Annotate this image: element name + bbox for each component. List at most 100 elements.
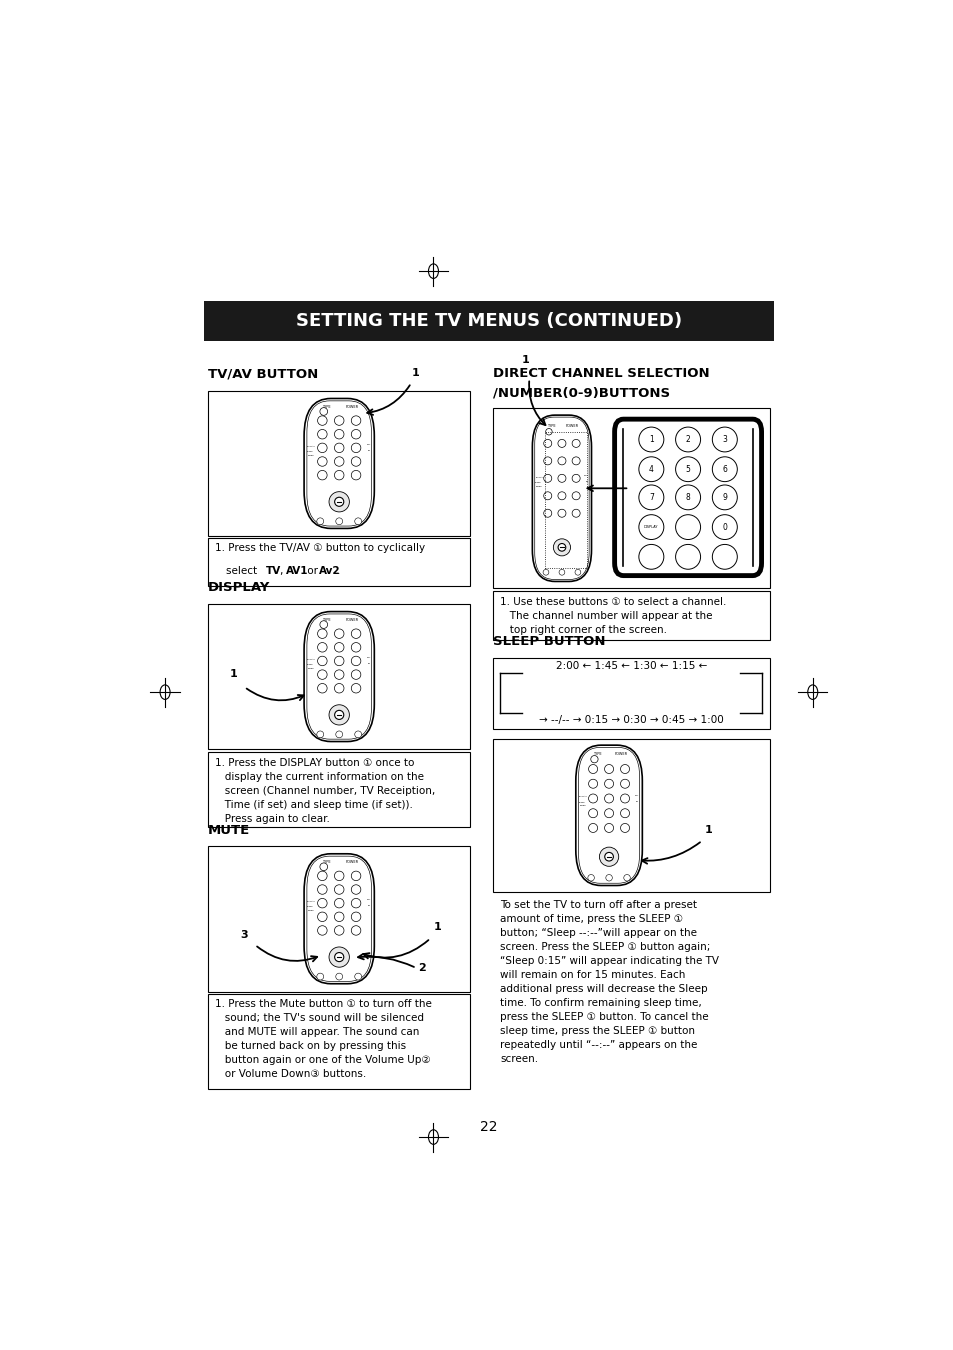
Text: 1: 1 (412, 367, 419, 378)
Text: DISPLAY


SLEEP

TIMER: DISPLAY SLEEP TIMER (307, 446, 315, 455)
Ellipse shape (558, 456, 565, 464)
Ellipse shape (351, 456, 360, 466)
Ellipse shape (355, 518, 361, 525)
Ellipse shape (712, 514, 737, 540)
Ellipse shape (575, 570, 580, 575)
Bar (492, 408, 769, 589)
Text: 1: 1 (704, 825, 712, 834)
Ellipse shape (598, 848, 618, 867)
Text: 1: 1 (521, 355, 529, 366)
Text: DIRECT CHANNEL SELECTION: DIRECT CHANNEL SELECTION (492, 367, 708, 381)
Text: 2: 2 (685, 435, 690, 444)
Ellipse shape (572, 509, 579, 517)
Ellipse shape (558, 544, 565, 551)
Ellipse shape (605, 875, 612, 882)
Text: POWER: POWER (345, 405, 358, 409)
Text: MUTE: MUTE (208, 824, 250, 837)
FancyBboxPatch shape (535, 417, 589, 579)
Text: VOL


CH: VOL CH (367, 657, 371, 670)
Ellipse shape (619, 764, 629, 774)
Ellipse shape (588, 779, 597, 788)
Ellipse shape (639, 427, 663, 452)
Text: VOL


CH: VOL CH (583, 475, 588, 489)
Ellipse shape (335, 683, 344, 693)
Ellipse shape (588, 824, 597, 833)
Ellipse shape (335, 656, 344, 666)
Ellipse shape (712, 485, 737, 510)
Ellipse shape (619, 779, 629, 788)
Text: TV/AV BUTTON: TV/AV BUTTON (208, 367, 318, 381)
Ellipse shape (317, 416, 327, 425)
Ellipse shape (351, 683, 360, 693)
Ellipse shape (317, 429, 327, 439)
FancyBboxPatch shape (304, 853, 374, 984)
Text: 6: 6 (721, 464, 726, 474)
Ellipse shape (619, 794, 629, 803)
Ellipse shape (675, 427, 700, 452)
Text: DISPLAY


SLEEP

TIMER: DISPLAY SLEEP TIMER (307, 659, 315, 668)
Ellipse shape (639, 514, 663, 540)
Ellipse shape (543, 509, 551, 517)
Ellipse shape (335, 629, 344, 639)
Text: 1. Press the TV/AV ① button to cyclically: 1. Press the TV/AV ① button to cyclicall… (215, 544, 425, 554)
Text: POWER: POWER (565, 424, 578, 428)
FancyBboxPatch shape (307, 401, 371, 526)
Ellipse shape (335, 443, 344, 452)
Ellipse shape (543, 439, 551, 447)
Ellipse shape (317, 683, 327, 693)
Ellipse shape (319, 863, 327, 871)
Text: POWER: POWER (345, 860, 358, 864)
Ellipse shape (604, 852, 613, 861)
Text: 1: 1 (648, 435, 653, 444)
Ellipse shape (639, 544, 663, 570)
Ellipse shape (335, 871, 344, 880)
Ellipse shape (355, 730, 361, 738)
Ellipse shape (604, 794, 613, 803)
Bar (208, 539, 470, 586)
Ellipse shape (335, 429, 344, 439)
Ellipse shape (572, 474, 579, 482)
Text: 7: 7 (648, 493, 653, 502)
Ellipse shape (619, 809, 629, 818)
Ellipse shape (675, 514, 700, 540)
Ellipse shape (639, 456, 663, 482)
Ellipse shape (335, 470, 344, 479)
Text: TYPE: TYPE (592, 752, 600, 756)
FancyBboxPatch shape (614, 418, 760, 575)
Ellipse shape (604, 824, 613, 833)
Ellipse shape (319, 408, 327, 416)
FancyBboxPatch shape (532, 414, 591, 582)
Ellipse shape (316, 973, 323, 980)
Text: → --/-- → 0:15 → 0:30 → 0:45 → 1:00: → --/-- → 0:15 → 0:30 → 0:45 → 1:00 (538, 716, 723, 725)
Ellipse shape (351, 643, 360, 652)
Ellipse shape (558, 491, 565, 500)
Ellipse shape (355, 973, 361, 980)
Text: TYPE: TYPE (322, 860, 331, 864)
Ellipse shape (543, 474, 551, 482)
FancyBboxPatch shape (304, 612, 374, 741)
Ellipse shape (572, 439, 579, 447)
Ellipse shape (639, 485, 663, 510)
Text: 1: 1 (434, 922, 441, 931)
Text: AV1: AV1 (285, 567, 308, 576)
Ellipse shape (558, 474, 565, 482)
FancyBboxPatch shape (304, 398, 374, 528)
Ellipse shape (351, 926, 360, 936)
Bar (545, 432, 586, 568)
Bar (208, 752, 470, 828)
Text: POWER: POWER (345, 618, 358, 622)
Ellipse shape (572, 491, 579, 500)
Ellipse shape (317, 443, 327, 452)
Ellipse shape (351, 429, 360, 439)
Text: 8: 8 (685, 493, 690, 502)
Text: select: select (226, 567, 260, 576)
Ellipse shape (604, 809, 613, 818)
Ellipse shape (675, 485, 700, 510)
Ellipse shape (335, 710, 343, 720)
Ellipse shape (619, 824, 629, 833)
Text: or: or (304, 567, 321, 576)
Ellipse shape (335, 926, 344, 936)
Ellipse shape (335, 973, 342, 980)
Ellipse shape (317, 926, 327, 936)
Text: VOL


CH: VOL CH (367, 899, 371, 913)
